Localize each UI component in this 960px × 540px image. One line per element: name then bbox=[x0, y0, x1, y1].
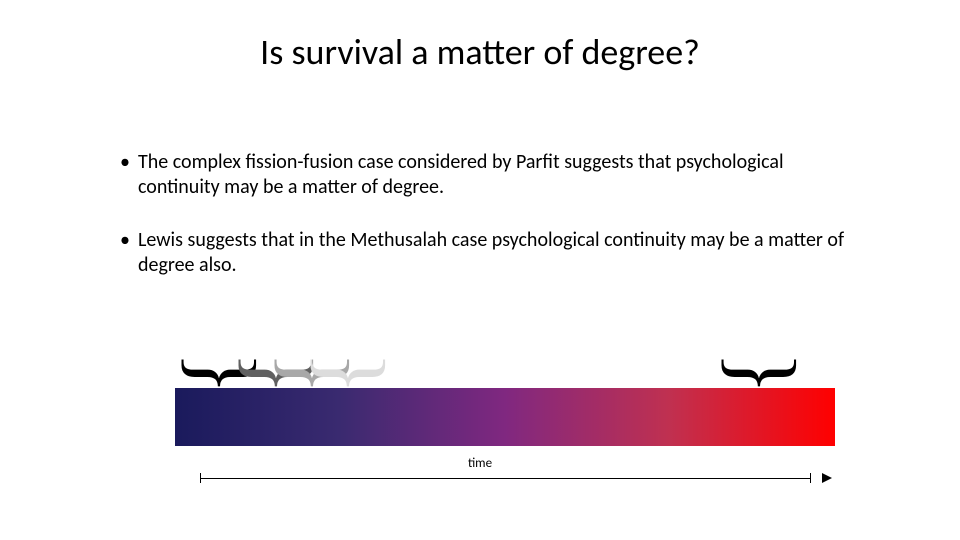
axis-tick bbox=[810, 473, 811, 483]
timeline-diagram: }}}}} time bbox=[120, 340, 840, 510]
axis-label: time bbox=[120, 456, 840, 471]
bullet-list: • The complex fission-fusion case consid… bbox=[120, 150, 850, 306]
axis-tick bbox=[200, 473, 201, 483]
gradient-bar bbox=[175, 388, 835, 446]
bullet-item: • Lewis suggests that in the Methusalah … bbox=[120, 228, 850, 278]
brace-icon: } bbox=[325, 351, 379, 394]
slide-title: Is survival a matter of degree? bbox=[0, 30, 960, 74]
bullet-item: • The complex fission-fusion case consid… bbox=[120, 150, 850, 200]
time-axis bbox=[200, 470, 830, 490]
bullet-dot-icon: • bbox=[120, 228, 138, 253]
arrow-right-icon bbox=[822, 473, 832, 483]
bullet-text: The complex fission-fusion case consider… bbox=[138, 150, 850, 200]
bullet-dot-icon: • bbox=[120, 150, 138, 175]
axis-line bbox=[200, 478, 810, 479]
brace-icon: } bbox=[735, 351, 789, 394]
bullet-text: Lewis suggests that in the Methusalah ca… bbox=[138, 228, 850, 278]
